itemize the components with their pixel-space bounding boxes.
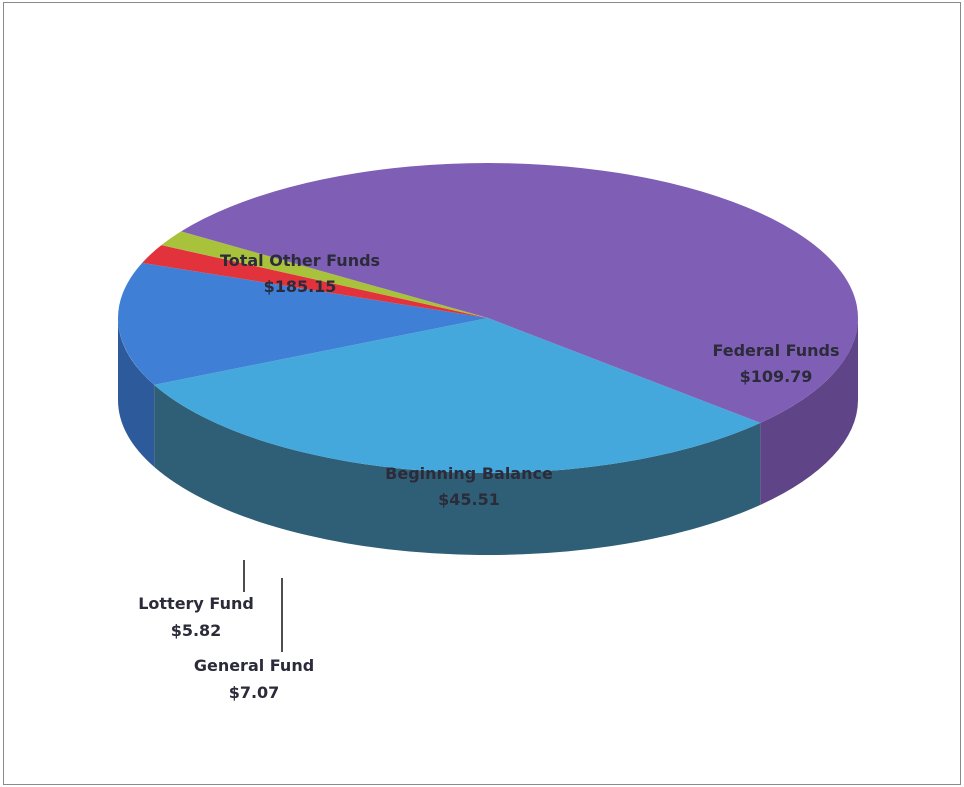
- pie-sides: [118, 318, 858, 556]
- label-federal-funds-value: $109.79: [740, 367, 813, 386]
- label-beginning-balance-name: Beginning Balance: [385, 464, 553, 483]
- label-total-other-funds-value: $185.15: [264, 277, 337, 296]
- leader-lines: [243, 560, 283, 652]
- pie-slice-federal-funds: [154, 318, 761, 474]
- label-federal-funds-name: Federal Funds: [712, 341, 839, 360]
- pie-tops: [117, 163, 858, 474]
- pie-slice-lottery-fund: [161, 231, 488, 318]
- pie-slice-beginning-balance: [117, 262, 488, 385]
- pie-side-federal-funds: [154, 384, 761, 556]
- label-total-other-funds-name: Total Other Funds: [220, 251, 380, 270]
- label-lottery-fund-name: Lottery Fund: [138, 594, 254, 613]
- pie-slice-general-fund: [142, 245, 488, 318]
- pie-side-total-other-funds: [760, 318, 858, 505]
- pie-side-beginning-balance: [118, 318, 155, 467]
- label-lottery-fund-value: $5.82: [171, 621, 222, 640]
- label-beginning-balance-value: $45.51: [438, 490, 500, 509]
- label-general-fund-name: General Fund: [194, 656, 314, 675]
- pie-slice-total-other-funds: [181, 163, 858, 423]
- label-general-fund-value: $7.07: [229, 683, 280, 702]
